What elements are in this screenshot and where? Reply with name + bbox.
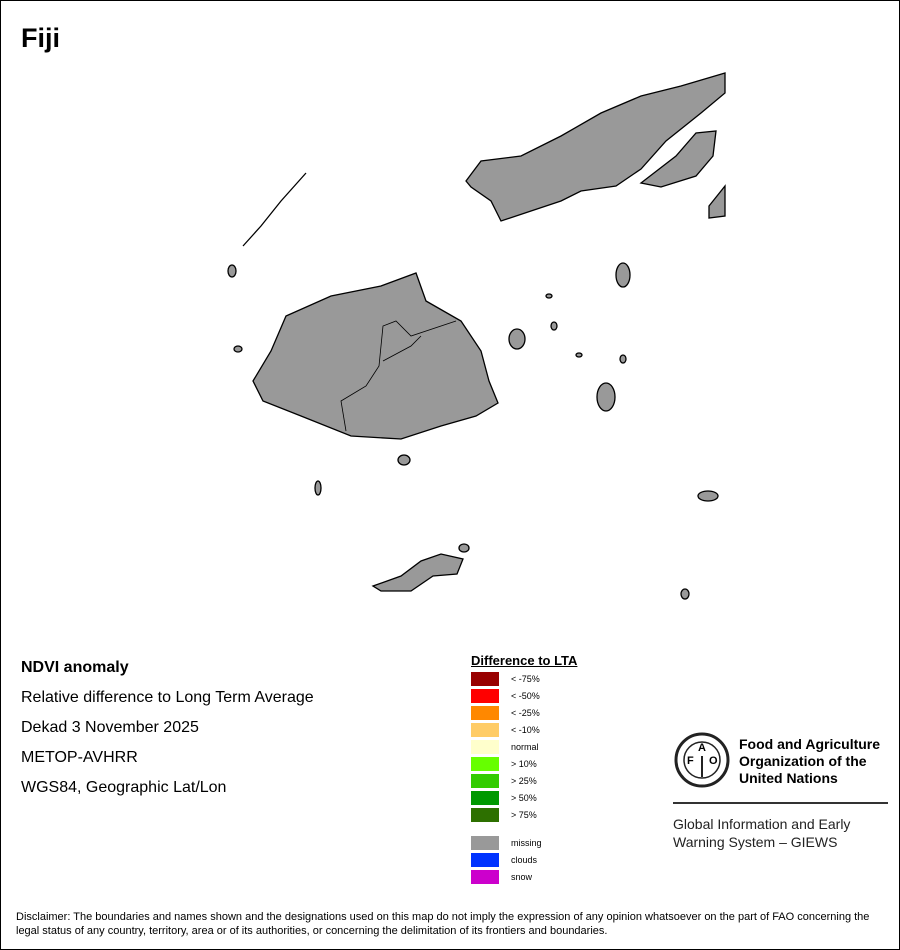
legend-swatch — [471, 672, 499, 686]
vanua-levu — [465, 72, 726, 222]
giews-label: Global Information and Early Warning Sys… — [673, 815, 850, 851]
logo-divider — [673, 802, 888, 804]
svg-text:F: F — [687, 755, 694, 767]
legend-label: > 25% — [511, 776, 537, 786]
org-line-1: Food and Agriculture — [739, 736, 881, 752]
legend-swatch — [471, 757, 499, 771]
legend-swatch — [471, 836, 499, 850]
product-description: Relative difference to Long Term Average — [21, 689, 314, 706]
fao-organization-name: Food and Agriculture Organization of the… — [739, 736, 880, 787]
legend-swatch — [471, 808, 499, 822]
fiji-map — [227, 72, 726, 600]
legend-swatch — [471, 689, 499, 703]
legend-label: < -50% — [511, 691, 540, 701]
map-title: Fiji — [21, 23, 60, 53]
svg-text:O: O — [709, 755, 718, 767]
projection: WGS84, Geographic Lat/Lon — [21, 779, 227, 796]
legend-label: snow — [511, 872, 533, 882]
legend-item: < -10% — [471, 723, 540, 737]
legend-swatch — [471, 791, 499, 805]
fao-emblem-icon: F A O — [674, 732, 730, 788]
giews-line-1: Global Information and Early — [673, 816, 851, 832]
legend-label: < -25% — [511, 708, 540, 718]
legend-label: > 75% — [511, 810, 537, 820]
legend-label: < -75% — [511, 674, 540, 684]
legend-item: > 50% — [471, 791, 537, 805]
legend-label: clouds — [511, 855, 538, 865]
viti-levu — [252, 272, 499, 440]
kadavu — [371, 553, 464, 592]
legend-swatch — [471, 870, 499, 884]
legend-swatch — [471, 706, 499, 720]
giews-line-2: Warning System – GIEWS — [673, 834, 838, 850]
legend-item: clouds — [471, 853, 537, 867]
legend-item: missing — [471, 836, 542, 850]
east-edge-island — [708, 184, 726, 219]
legend-label: < -10% — [511, 725, 540, 735]
legend-item: < -75% — [471, 672, 540, 686]
legend-item: snow — [471, 870, 532, 884]
svg-text:A: A — [698, 742, 706, 754]
disclaimer: Disclaimer: The boundaries and names sho… — [16, 911, 870, 937]
legend-item: > 10% — [471, 757, 537, 771]
legend-item: < -50% — [471, 689, 540, 703]
sensor: METOP-AVHRR — [21, 749, 138, 766]
legend-item: > 25% — [471, 774, 537, 788]
org-line-3: United Nations — [739, 770, 838, 786]
legend-swatch — [471, 723, 499, 737]
product-name: NDVI anomaly — [21, 659, 129, 676]
legend-swatch — [471, 853, 499, 867]
legend-item: < -25% — [471, 706, 540, 720]
org-line-2: Organization of the — [739, 753, 867, 769]
legend-swatch — [471, 740, 499, 754]
legend-label: > 50% — [511, 793, 537, 803]
period: Dekad 3 November 2025 — [21, 719, 199, 736]
legend-swatch — [471, 774, 499, 788]
legend-label: > 10% — [511, 759, 537, 769]
legend-item: > 75% — [471, 808, 537, 822]
legend-title: Difference to LTA — [471, 653, 578, 668]
legend-item: normal — [471, 740, 539, 754]
legend-label: missing — [511, 838, 542, 848]
legend-label: normal — [511, 742, 539, 752]
taveuni-lobe — [639, 130, 717, 188]
